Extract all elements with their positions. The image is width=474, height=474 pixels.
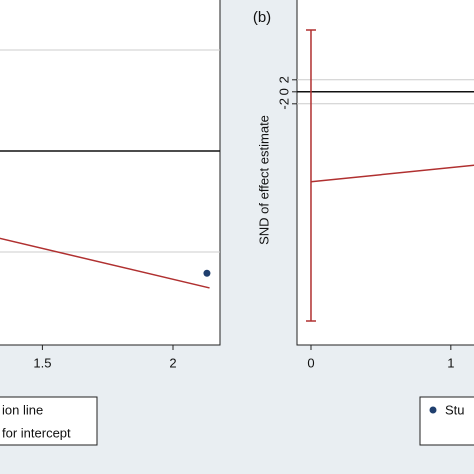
x-tick-label: 1 <box>447 355 454 370</box>
fit-line <box>0 237 210 289</box>
y-tick-label: 2 <box>276 76 291 83</box>
point <box>203 269 211 277</box>
x-tick-label: 1.5 <box>33 355 51 370</box>
legend-box <box>0 396 98 446</box>
legend-label: Stu <box>445 402 465 417</box>
panel-label: (b) <box>253 9 271 26</box>
y-tick-label: -2 <box>276 98 291 110</box>
fit-line <box>310 164 474 183</box>
plot-area <box>296 0 474 346</box>
legend-box <box>419 396 474 446</box>
legend-marker <box>429 406 437 414</box>
y-tick-label: 0 <box>276 88 291 95</box>
x-tick-label: 2 <box>169 355 176 370</box>
y-axis-label: SND of effect estimate <box>256 115 271 245</box>
plot-area <box>0 0 221 346</box>
legend-label: for intercept <box>2 425 71 440</box>
legend-label: ion line <box>2 402 43 417</box>
x-tick-label: 0 <box>307 355 314 370</box>
